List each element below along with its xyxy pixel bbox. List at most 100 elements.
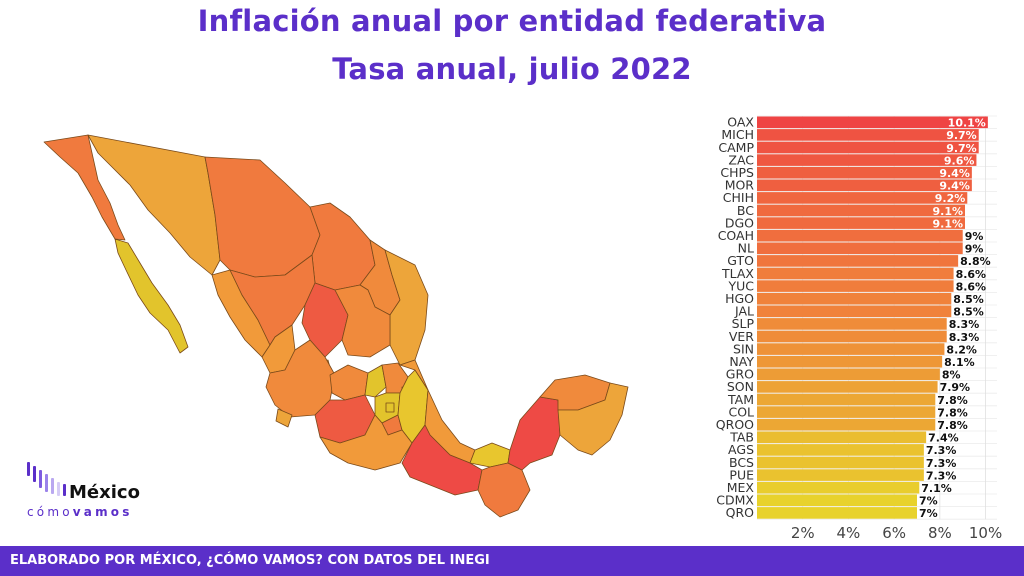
value-label: 7%	[919, 507, 938, 520]
category-label: OAX	[727, 115, 754, 130]
category-label: AGS	[728, 442, 754, 457]
category-label: TAM	[727, 392, 754, 407]
bar-col	[757, 406, 936, 418]
value-label: 7.3%	[926, 469, 957, 482]
map-state-qro	[364, 364, 387, 398]
source-note: ELABORADO POR MÉXICO, ¿CÓMO VAMOS? CON D…	[10, 553, 490, 568]
category-label: GRO	[726, 367, 754, 382]
value-label: 9.4%	[939, 180, 970, 193]
value-label: 7.3%	[926, 457, 957, 470]
category-label: COAH	[718, 228, 754, 243]
value-label: 8.3%	[949, 331, 980, 344]
map-state-coah	[309, 202, 376, 291]
bar-sin	[757, 343, 945, 355]
bar-camp	[757, 141, 979, 154]
bar-slp	[757, 318, 947, 330]
bar-chih	[757, 192, 968, 204]
bar-qro	[757, 507, 917, 519]
bar-tam	[757, 393, 936, 406]
value-label: 7.8%	[937, 394, 968, 407]
bar-mex	[757, 481, 920, 494]
bar-coah	[757, 229, 963, 242]
value-label: 7.9%	[940, 381, 971, 394]
value-label: 7.1%	[921, 482, 952, 495]
map-state-slp	[334, 284, 391, 358]
category-label: VER	[729, 329, 754, 344]
footer-banner: ELABORADO POR MÉXICO, ¿CÓMO VAMOS? CON D…	[0, 546, 1024, 576]
map-state-tab	[469, 442, 511, 468]
chart-category-labels: OAXMICHCAMPZACCHPSMORCHIHBCDGOCOAHNLGTOT…	[716, 115, 755, 521]
value-label: 9.1%	[932, 217, 963, 230]
category-label: QRO	[726, 505, 755, 520]
category-label: DGO	[725, 215, 754, 230]
category-label: SIN	[733, 341, 754, 356]
value-label: 8.8%	[960, 255, 991, 268]
bar-mor	[757, 179, 972, 192]
bar-nl	[757, 242, 963, 255]
value-label: 10.1%	[948, 117, 986, 130]
x-tick-label: 6%	[882, 524, 906, 542]
value-label: 8.1%	[944, 356, 975, 369]
value-label: 8.3%	[949, 318, 980, 331]
bar-oax	[757, 116, 988, 129]
value-label: 9.1%	[932, 205, 963, 218]
mexico-choropleth-map	[43, 134, 629, 518]
value-label: 8.5%	[953, 306, 984, 319]
value-label: 8.5%	[953, 293, 984, 306]
x-tick-label: 2%	[791, 524, 815, 542]
map-state-dgo	[229, 254, 316, 346]
map-state-chps	[477, 462, 531, 518]
category-label: CAMP	[718, 140, 754, 155]
x-tick-label: 10%	[969, 524, 1002, 542]
bar-gto	[757, 255, 959, 267]
value-label: 9.4%	[939, 167, 970, 180]
bar-chps	[757, 166, 972, 179]
bar-son	[757, 381, 938, 393]
map-state-qroo	[557, 382, 629, 456]
map-state-gto	[329, 364, 369, 401]
logo-wordmark: México	[69, 482, 140, 503]
category-label: NAY	[729, 354, 754, 369]
bar-dgo	[757, 217, 965, 229]
category-label: MEX	[727, 480, 755, 495]
inflation-bar-chart: OAXMICHCAMPZACCHPSMORCHIHBCDGOCOAHNLGTOT…	[716, 115, 1002, 543]
category-label: BC	[737, 203, 754, 218]
category-label: YUC	[727, 278, 754, 293]
map-state-bc	[43, 134, 126, 241]
value-label: 9.6%	[944, 154, 975, 167]
value-label: 7.8%	[937, 419, 968, 432]
category-label: MICH	[721, 127, 754, 142]
value-label: 9%	[965, 243, 984, 256]
mexico-como-vamos-logo: México cómovamos	[27, 458, 147, 520]
x-tick-label: 8%	[928, 524, 952, 542]
bar-ver	[757, 330, 947, 343]
bar-qroo	[757, 418, 936, 431]
category-label: SLP	[732, 316, 755, 331]
bar-yuc	[757, 280, 954, 292]
map-state-camp	[507, 396, 561, 471]
category-label: MOR	[725, 178, 755, 193]
category-label: CDMX	[716, 493, 754, 508]
value-label: 8%	[942, 369, 961, 382]
category-label: NL	[738, 241, 754, 256]
category-label: TLAX	[721, 266, 754, 281]
bar-nay	[757, 355, 943, 368]
bar-ags	[757, 444, 924, 456]
bar-cdmx	[757, 494, 917, 507]
category-label: CHIH	[723, 190, 754, 205]
bar-zac	[757, 154, 977, 166]
value-label: 7%	[919, 495, 938, 508]
value-label: 8.6%	[956, 280, 987, 293]
value-label: 7.4%	[928, 432, 959, 445]
category-label: COL	[728, 404, 754, 419]
category-label: HGO	[725, 291, 754, 306]
bar-tab	[757, 431, 927, 444]
category-label: GTO	[727, 253, 754, 268]
value-label: 9.7%	[946, 142, 977, 155]
bar-pue	[757, 469, 924, 481]
map-state-cdmx	[385, 402, 395, 413]
category-label: BCS	[729, 455, 754, 470]
map-state-col	[275, 408, 293, 428]
map-state-oax	[401, 424, 483, 496]
value-label: 7.8%	[937, 406, 968, 419]
